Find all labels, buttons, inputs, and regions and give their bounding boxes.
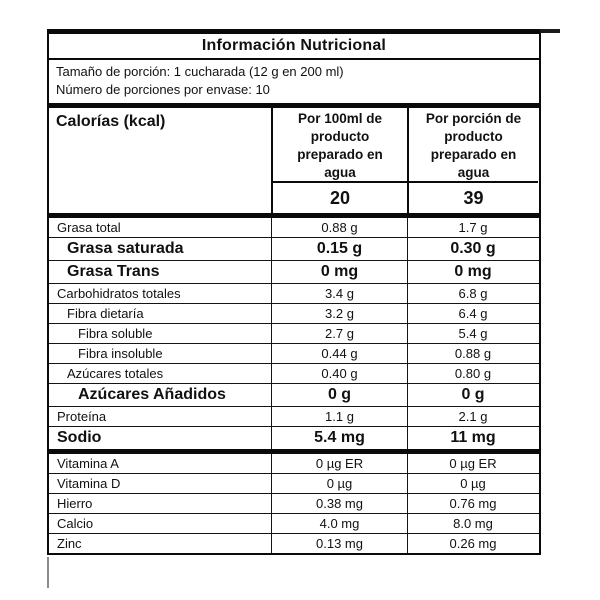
nutrient-name: Vitamina A xyxy=(57,456,119,472)
nutrient-value-per-serving: 0 g xyxy=(407,384,538,407)
nutrient-value-per-100ml: 0 µg xyxy=(271,474,407,494)
nutrient-value-per-serving: 6.8 g xyxy=(407,284,538,304)
nutrient-value-per-100ml: 1.1 g xyxy=(271,407,407,427)
nutrient-value-per-serving: 0.80 g xyxy=(407,364,538,384)
nutrient-value-per-serving: 0.26 mg xyxy=(407,534,538,554)
nutrient-name: Vitamina D xyxy=(57,476,121,492)
nutrient-row: Grasa Trans 0 mg 0 mg xyxy=(49,261,539,285)
nutrient-value-per-100ml: 0.88 g xyxy=(271,218,407,238)
nutrient-value-per-serving: 0 µg ER xyxy=(407,454,538,474)
nutrient-value-per-100ml: 4.0 mg xyxy=(271,514,407,534)
serving-size-text: Tamaño de porción: 1 cucharada (12 g en … xyxy=(56,64,344,79)
servings-per-container-text: Número de porciones por envase: 10 xyxy=(56,82,270,98)
nutrient-name: Grasa total xyxy=(57,220,121,236)
nutrient-value-per-serving: 8.0 mg xyxy=(407,514,538,534)
nutrient-value-per-100ml: 2.7 g xyxy=(271,324,407,344)
nutrient-rows-section: Grasa total 0.88 g 1.7 g Grasa saturada 0.15… xyxy=(49,218,539,455)
nutrient-value-per-serving: 0.76 mg xyxy=(407,494,538,514)
nutrient-value-per-serving: 11 mg xyxy=(407,427,538,450)
nutrient-row: Carbohidratos totales 3.4 g 6.8 g xyxy=(49,284,539,305)
nutrient-row: Fibra insoluble 0.44 g 0.88 g xyxy=(49,344,539,365)
nutrient-row: Proteína 1.1 g 2.1 g xyxy=(49,407,539,428)
nutrient-row: Grasa total 0.88 g 1.7 g xyxy=(49,218,539,239)
calories-value-per-serving: 39 xyxy=(407,183,538,214)
nutrient-value-per-serving: 1.7 g xyxy=(407,218,538,238)
calories-value-per-100ml: 20 xyxy=(271,183,407,214)
column-header-per-serving: Por porción de producto preparado en agu… xyxy=(407,108,538,184)
nutrient-value-per-100ml: 0.44 g xyxy=(271,344,407,364)
nutrient-value-per-serving: 0 mg xyxy=(407,261,538,284)
nutrient-name: Proteína xyxy=(57,409,107,425)
nutrient-name: Fibra insoluble xyxy=(78,346,163,362)
nutrient-name: Carbohidratos totales xyxy=(57,286,181,302)
nutrient-row: Fibra soluble 2.7 g 5.4 g xyxy=(49,324,539,345)
nutrient-name: Fibra dietaría xyxy=(67,306,144,322)
nutrient-name: Hierro xyxy=(57,496,93,512)
nutrient-value-per-serving: 6.4 g xyxy=(407,304,538,324)
nutrient-value-per-100ml: 3.2 g xyxy=(271,304,407,324)
nutrient-row: Vitamina A 0 µg ER 0 µg ER xyxy=(49,454,539,475)
nutrient-name: Sodio xyxy=(57,429,102,447)
table-title: Información Nutricional xyxy=(49,34,539,60)
nutrient-value-per-serving: 5.4 g xyxy=(407,324,538,344)
nutrient-value-per-100ml: 0.38 mg xyxy=(271,494,407,514)
nutrient-row: Zinc 0.13 mg 0.26 mg xyxy=(49,534,539,554)
nutrition-facts-table: Información Nutricional Tamaño de porció… xyxy=(47,29,541,556)
nutrient-value-per-100ml: 0 mg xyxy=(271,261,407,284)
nutrient-value-per-serving: 0.30 g xyxy=(407,238,538,261)
serving-info-section: Tamaño de porción: 1 cucharada (12 g en … xyxy=(49,60,539,109)
nutrient-row: Azúcares totales 0.40 g 0.80 g xyxy=(49,364,539,385)
nutrient-row: Calcio 4.0 mg 8.0 mg xyxy=(49,514,539,535)
nutrient-name: Grasa Trans xyxy=(67,263,160,281)
nutrient-row: Fibra dietaría 3.2 g 6.4 g xyxy=(49,304,539,325)
nutrient-row: Vitamina D 0 µg 0 µg xyxy=(49,474,539,495)
nutrient-value-per-100ml: 0.40 g xyxy=(271,364,407,384)
nutrient-row: Sodio 5.4 mg 11 mg xyxy=(49,427,539,450)
nutrient-value-per-100ml: 0.13 mg xyxy=(271,534,407,554)
column-header-per-100ml: Por 100ml de producto preparado en agua xyxy=(271,108,407,184)
nutrient-value-per-100ml: 3.4 g xyxy=(271,284,407,304)
nutrient-name: Azúcares Añadidos xyxy=(78,386,226,404)
micronutrient-rows-section: Vitamina A 0 µg ER 0 µg ER Vitamina D 0 µg 0 … xyxy=(49,454,539,554)
nutrient-value-per-100ml: 0 µg ER xyxy=(271,454,407,474)
calories-label: Calorías (kcal) xyxy=(56,113,166,131)
nutrient-value-per-100ml: 0 g xyxy=(271,384,407,407)
nutrient-value-per-serving: 0.88 g xyxy=(407,344,538,364)
nutrient-row: Grasa saturada 0.15 g 0.30 g xyxy=(49,238,539,262)
nutrient-name: Calcio xyxy=(57,516,94,532)
nutrient-value-per-100ml: 0.15 g xyxy=(271,238,407,261)
nutrient-name: Grasa saturada xyxy=(67,240,184,258)
nutrient-name: Azúcares totales xyxy=(67,366,164,382)
cropped-border-artifact-bottom-left xyxy=(47,557,49,588)
nutrient-value-per-100ml: 5.4 mg xyxy=(271,427,407,450)
nutrient-value-per-serving: 0 µg xyxy=(407,474,538,494)
nutrient-row: Hierro 0.38 mg 0.76 mg xyxy=(49,494,539,515)
calories-section: Calorías (kcal) Por 100ml de producto pr… xyxy=(49,108,539,219)
cropped-border-artifact-top-right xyxy=(540,29,560,33)
nutrient-name: Zinc xyxy=(57,536,82,552)
nutrient-name: Fibra soluble xyxy=(78,326,153,342)
nutrient-value-per-serving: 2.1 g xyxy=(407,407,538,427)
